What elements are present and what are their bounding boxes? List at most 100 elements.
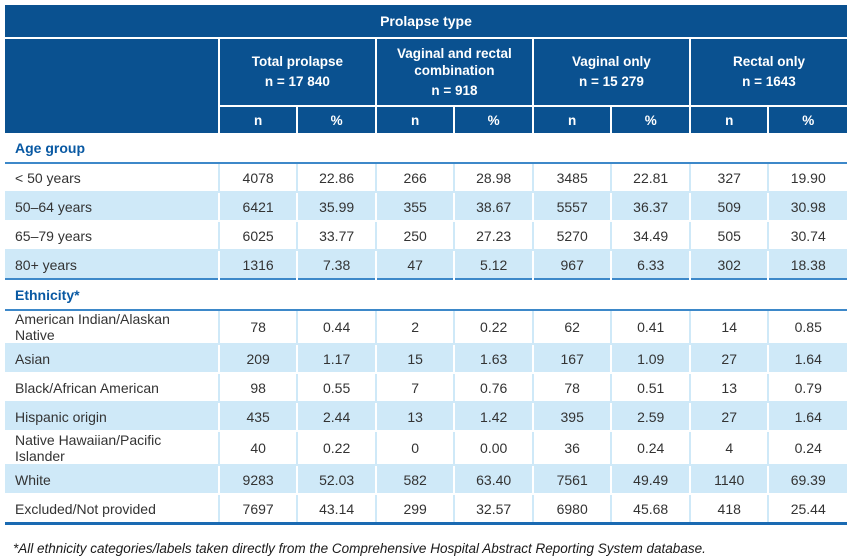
value-cell: 0.00 [454,431,534,466]
row-label: 80+ years [5,250,220,279]
value-cell: 6025 [218,221,299,251]
data-row: 80+ years 1316 7.38 47 5.12 967 6.33 302 18.38 [5,250,847,279]
value-cell: 250 [375,221,456,251]
value-cell: 7.38 [297,250,377,279]
group-n-label: n = 15 279 [578,74,644,89]
value-cell: 98 [218,373,299,403]
row-label: < 50 years [5,163,220,193]
group-header-vaginal-rectal: Vaginal and rectal combination n = 918 [374,38,533,107]
row-label: 50–64 years [5,192,220,222]
group-header-total: Total prolapse n = 17 840 [217,38,376,107]
value-cell: 327 [689,163,770,193]
value-cell: 25.44 [768,494,847,525]
value-cell: 582 [375,465,456,495]
group-label: Rectal only [732,54,805,70]
value-cell: 167 [532,344,613,374]
subheader-pct: % [767,106,847,133]
value-cell: 35.99 [297,192,377,222]
value-cell: 6.33 [611,250,691,279]
value-cell: 505 [689,221,770,251]
value-cell: 32.57 [454,494,534,525]
data-row: Excluded/Not provided 7697 43.14 299 32.57 69… [5,494,847,525]
value-cell: 209 [218,344,299,374]
value-cell: 299 [375,494,456,525]
section-row: Age group [5,133,847,164]
group-label: Vaginal only [572,54,651,70]
value-cell: 355 [375,192,456,222]
row-label: Native Hawaiian/Pacific Islander [5,431,220,466]
value-cell: 49.49 [611,465,691,495]
subheader-n: n [688,106,769,133]
table-title: Prolapse type [5,5,847,39]
value-cell: 435 [218,402,299,432]
value-cell: 36.37 [611,192,691,222]
data-row: 50–64 years 6421 35.99 355 38.67 5557 36.37 509… [5,192,847,222]
value-cell: 0.22 [297,431,377,466]
value-cell: 5.12 [454,250,534,279]
value-cell: 0.85 [768,310,847,345]
value-cell: 2 [375,310,456,345]
value-cell: 52.03 [297,465,377,495]
value-cell: 0.22 [454,310,534,345]
value-cell: 27 [689,344,770,374]
value-cell: 14 [689,310,770,345]
title-row: Prolapse type [5,5,847,39]
value-cell: 1.64 [768,344,847,374]
value-cell: 3485 [532,163,613,193]
value-cell: 43.14 [297,494,377,525]
subheader-pct: % [296,106,376,133]
data-row: White 9283 52.03 582 63.40 7561 49.49 1140 69.39 [5,465,847,495]
value-cell: 28.98 [454,163,534,193]
row-label: Black/African American [5,373,220,403]
value-cell: 27 [689,402,770,432]
subheader-row: n % n % n % n % [5,106,847,133]
value-cell: 47 [375,250,456,279]
value-cell: 509 [689,192,770,222]
value-cell: 38.67 [454,192,534,222]
value-cell: 1.63 [454,344,534,374]
value-cell: 0 [375,431,456,466]
value-cell: 1316 [218,250,299,279]
value-cell: 7561 [532,465,613,495]
table-body: Age group < 50 years 4078 22.86 266 28.98 3485… [5,133,847,525]
subheader-n: n [217,106,298,133]
row-label: White [5,465,220,495]
value-cell: 78 [218,310,299,345]
data-row: Black/African American 98 0.55 7 0.76 78 0.51 1… [5,373,847,403]
group-header-row: Total prolapse n = 17 840 Vaginal and re… [5,38,847,133]
value-cell: 1140 [689,465,770,495]
data-row: Native Hawaiian/Pacific Islander 40 0.22 0 0… [5,431,847,466]
table-header: Prolapse type Total prolapse n = 17 840 … [5,5,847,133]
value-cell: 78 [532,373,613,403]
value-cell: 27.23 [454,221,534,251]
section-row: Ethnicity* [5,278,847,311]
value-cell: 40 [218,431,299,466]
data-row: Asian 209 1.17 15 1.63 167 1.09 27 1.64 [5,344,847,374]
value-cell: 1.09 [611,344,691,374]
group-n-label: n = 1643 [742,74,796,89]
value-cell: 1.17 [297,344,377,374]
value-cell: 15 [375,344,456,374]
value-cell: 0.41 [611,310,691,345]
value-cell: 13 [375,402,456,432]
row-label: 65–79 years [5,221,220,251]
group-header-rectal-only: Rectal only n = 1643 [688,38,847,107]
value-cell: 6980 [532,494,613,525]
section-label: Ethnicity* [5,278,847,311]
value-cell: 967 [532,250,613,279]
row-label: American Indian/Alaskan Native [5,310,220,345]
value-cell: 2.44 [297,402,377,432]
value-cell: 418 [689,494,770,525]
subheader-pct: % [610,106,690,133]
value-cell: 18.38 [768,250,847,279]
data-row: < 50 years 4078 22.86 266 28.98 3485 22.81 327 1… [5,163,847,193]
value-cell: 1.42 [454,402,534,432]
value-cell: 266 [375,163,456,193]
value-cell: 6421 [218,192,299,222]
value-cell: 19.90 [768,163,847,193]
value-cell: 7 [375,373,456,403]
row-label: Asian [5,344,220,374]
group-label: Total prolapse [251,54,343,70]
value-cell: 0.76 [454,373,534,403]
value-cell: 69.39 [768,465,847,495]
